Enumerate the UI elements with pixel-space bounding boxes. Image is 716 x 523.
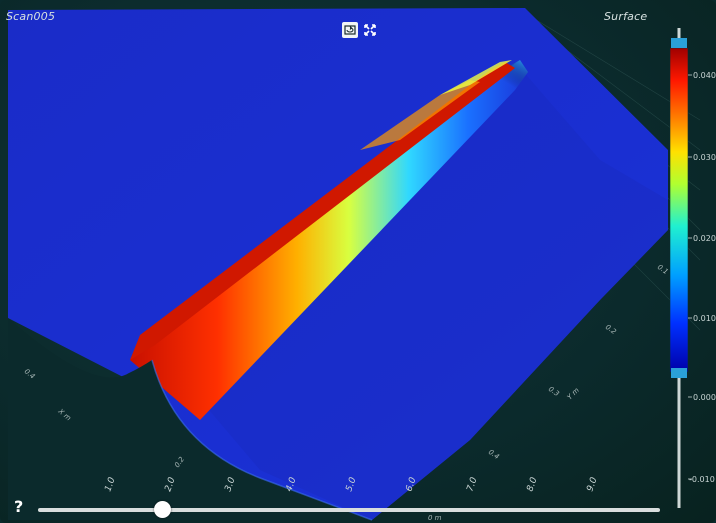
y-axis-tick: 0.3 <box>547 385 561 398</box>
colorbar-tick: 0.020 <box>693 234 716 243</box>
x-axis-tick: 1.0 <box>103 476 117 493</box>
y-axis-unit: Y m <box>566 386 581 401</box>
colorbar-tick: 0.010 <box>693 314 716 323</box>
reset-view-button[interactable] <box>342 22 358 38</box>
x-axis-unit: 0 m <box>428 514 442 522</box>
x-axis-tick: 4.0 <box>284 476 298 493</box>
reset-view-icon <box>344 25 356 35</box>
scan-title: Scan005 <box>6 10 56 23</box>
help-button[interactable]: ? <box>14 497 24 516</box>
colorbar[interactable]: 0.040 0.030 0.020 0.010 0.000 -0.010 <box>669 28 716 508</box>
x-axis-tick: 2.0 <box>163 476 177 493</box>
colorbar-tick: 0.000 <box>693 393 716 402</box>
colorbar-gradient <box>670 48 688 372</box>
surface-ridge-crest-hilite <box>360 80 480 150</box>
x-axis-tick: 7.0 <box>465 476 479 493</box>
fullscreen-button[interactable] <box>362 22 378 38</box>
surface-front-edge <box>151 359 373 521</box>
y-axis-tick: 0.2 <box>604 323 618 336</box>
colorbar-bottom-handle[interactable] <box>671 368 687 378</box>
position-slider-track[interactable] <box>38 508 660 512</box>
y-axis-tick: 0.1 <box>656 263 670 276</box>
colorbar-tick: 0.030 <box>693 153 716 162</box>
fullscreen-icon <box>364 24 376 36</box>
surface-shadow <box>150 62 668 520</box>
colorbar-ticks <box>688 74 692 480</box>
colorbar-top-handle[interactable] <box>671 38 687 48</box>
x-axis-tick: 9.0 <box>585 476 599 493</box>
colorbar-tick: 0.040 <box>693 71 716 80</box>
x-axis-tick: 8.0 <box>525 476 539 493</box>
colorbar-tick: -0.010 <box>689 475 715 484</box>
surface-front-curve <box>8 318 372 520</box>
y-axis-tick: 0.4 <box>487 448 501 461</box>
surface-ridge-crest <box>130 62 515 360</box>
x-axis-tick: 5.0 <box>344 476 358 493</box>
position-slider-thumb[interactable] <box>153 501 171 518</box>
surface-ridge-crest-tipcolor <box>440 60 512 95</box>
surface-ridge-face <box>130 60 528 420</box>
x-axis: 1.0 2.0 3.0 4.0 5.0 6.0 7.0 8.0 9.0 0 m <box>103 476 599 522</box>
x-axis-tick: 6.0 <box>404 476 418 493</box>
view-mode-label: Surface <box>604 10 648 23</box>
x-axis-tick: 3.0 <box>223 476 237 493</box>
